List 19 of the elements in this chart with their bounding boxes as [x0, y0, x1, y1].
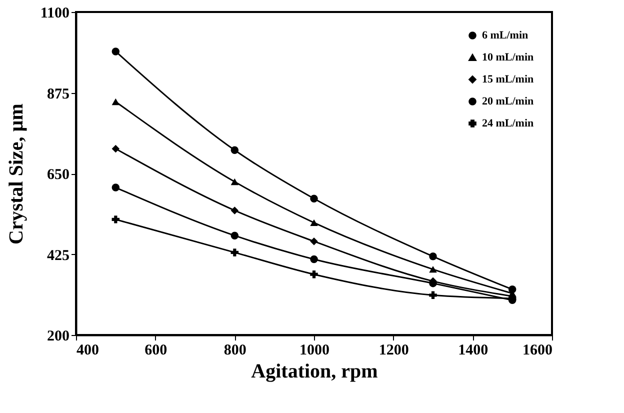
legend-label: 20 mL/min [482, 96, 534, 108]
legend-label: 15 mL/min [482, 74, 534, 86]
y-tick-label: 425 [47, 248, 70, 264]
x-tick-label: 600 [144, 342, 168, 358]
legend-label: 10 mL/min [482, 52, 534, 64]
x-tick-label: 1200 [378, 342, 409, 358]
y-axis-title: Crystal Size, µm [5, 103, 28, 244]
x-tick-label: 1600 [522, 342, 552, 358]
y-tick-label: 875 [47, 86, 70, 102]
y-tick-label: 650 [47, 167, 70, 183]
legend-label: 6 mL/min [482, 30, 528, 42]
x-tick-label: 1400 [458, 342, 488, 358]
legend-label: 24 mL/min [482, 118, 534, 130]
x-axis-title: Agitation, rpm [251, 360, 378, 382]
x-tick-label: 800 [224, 342, 246, 358]
y-tick-label: 1100 [40, 6, 70, 22]
y-tick-label: 200 [47, 328, 70, 344]
x-tick-label: 1000 [300, 342, 330, 358]
x-tick-label: 400 [76, 342, 99, 358]
